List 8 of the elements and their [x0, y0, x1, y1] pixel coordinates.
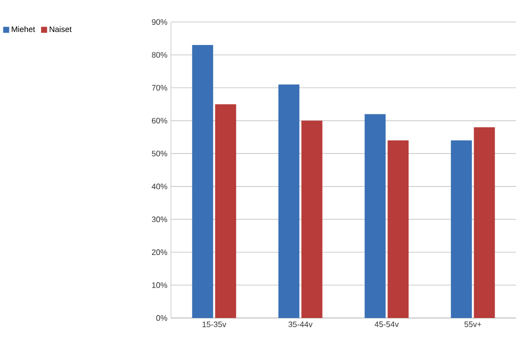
bar — [364, 114, 386, 318]
bar — [450, 140, 472, 318]
bar — [474, 127, 495, 318]
bar — [192, 45, 214, 318]
bar — [215, 104, 236, 318]
bar — [301, 120, 322, 318]
bar — [388, 140, 409, 318]
bar — [278, 84, 300, 318]
